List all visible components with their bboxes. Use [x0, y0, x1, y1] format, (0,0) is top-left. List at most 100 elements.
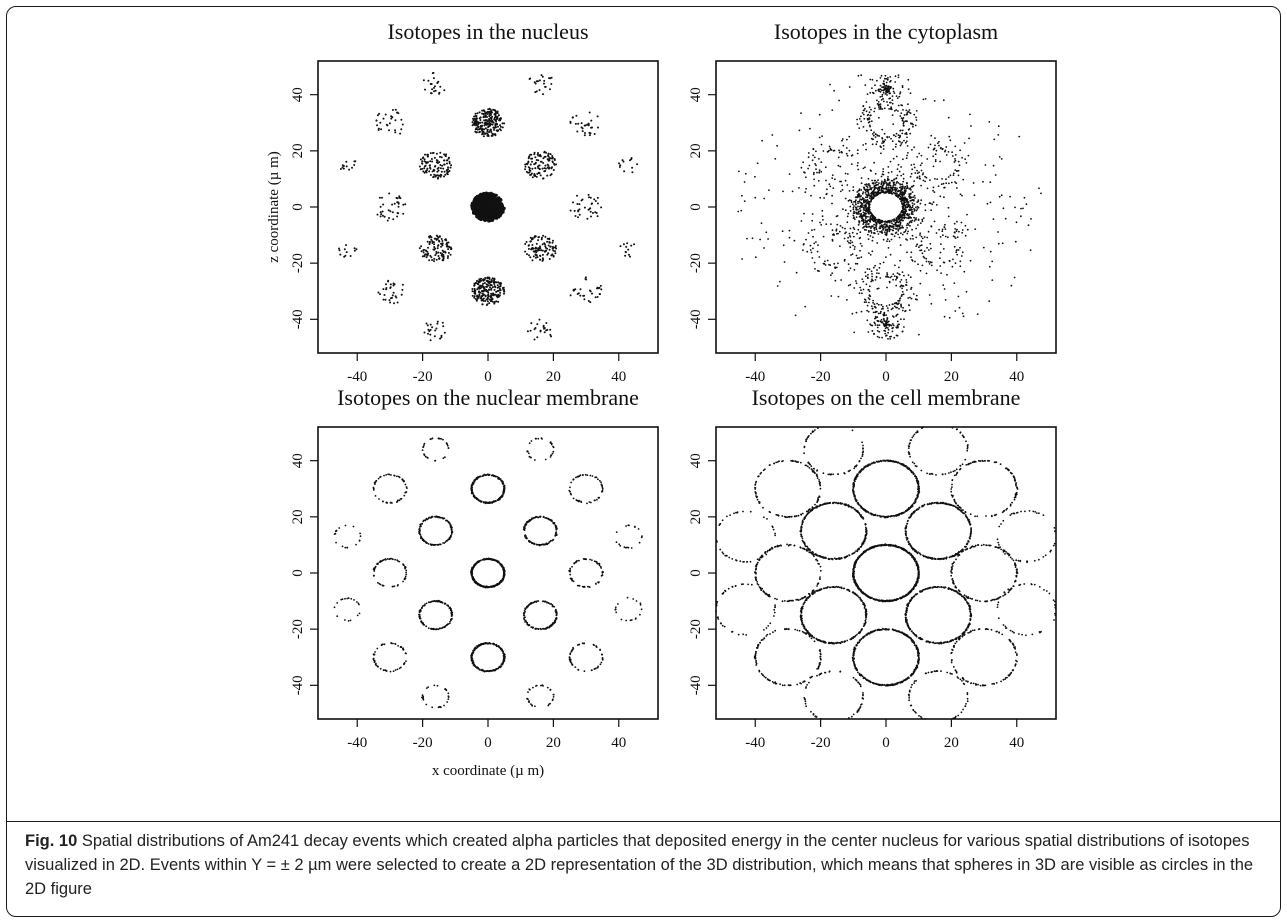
data-point [809, 244, 812, 247]
data-point [1030, 218, 1032, 220]
data-point [490, 194, 495, 198]
data-point [907, 103, 909, 106]
data-point [744, 172, 747, 175]
data-point [499, 129, 502, 132]
data-point [858, 292, 861, 295]
data-point [486, 296, 489, 299]
data-point [541, 253, 544, 256]
data-point [879, 145, 882, 148]
data-point [389, 301, 392, 304]
data-point [952, 172, 955, 175]
data-point [909, 132, 912, 135]
data-point [891, 140, 894, 143]
data-point [627, 248, 630, 251]
data-point [867, 215, 869, 218]
data-point [887, 228, 889, 231]
data-point [907, 88, 910, 90]
data-point [536, 336, 539, 339]
data-point [435, 258, 438, 261]
data-point [900, 104, 902, 106]
data-point [920, 169, 923, 172]
data-point [435, 152, 438, 155]
data-point [865, 210, 867, 213]
data-point [896, 272, 899, 274]
data-point [910, 256, 912, 258]
data-point [633, 243, 636, 246]
data-point [850, 163, 853, 166]
data-point [484, 558, 486, 561]
data-point [534, 174, 537, 177]
data-point [596, 286, 599, 289]
data-point [913, 220, 916, 222]
data-point [889, 335, 891, 338]
data-point [813, 242, 816, 245]
data-point [871, 330, 874, 332]
data-point [982, 246, 985, 249]
data-point [529, 163, 532, 166]
data-point [846, 173, 849, 175]
data-point [864, 142, 867, 145]
data-point [912, 196, 915, 199]
data-point [877, 287, 880, 290]
data-point [915, 217, 917, 219]
data-point [893, 302, 896, 305]
data-point [1014, 240, 1017, 243]
data-point [447, 251, 450, 254]
data-point [852, 244, 854, 247]
data-point [384, 113, 387, 116]
data-point [387, 279, 390, 282]
data-point [800, 112, 802, 114]
data-point [493, 643, 495, 646]
data-point [631, 166, 634, 169]
data-point [349, 255, 352, 257]
data-point [530, 172, 533, 175]
data-point [534, 91, 537, 94]
data-point [926, 158, 929, 160]
data-point [860, 189, 863, 191]
data-point [893, 275, 896, 277]
data-point [849, 236, 852, 238]
data-point [911, 234, 914, 237]
data-point [898, 194, 900, 197]
data-point [899, 227, 902, 229]
data-point [488, 276, 491, 279]
data-point [900, 143, 903, 145]
data-point [893, 220, 895, 223]
data-point [550, 157, 553, 160]
y-tick-label: -40 [290, 309, 306, 329]
data-point [341, 164, 344, 167]
data-point [496, 645, 498, 648]
data-point [1027, 224, 1030, 227]
data-point [853, 248, 856, 251]
data-point [395, 296, 398, 299]
data-point [499, 124, 502, 127]
data-point [484, 127, 487, 130]
data-point [481, 121, 484, 124]
data-point [475, 115, 478, 117]
x-tick-label: 40 [1009, 369, 1024, 385]
data-point [353, 249, 356, 252]
data-point [440, 174, 443, 177]
data-point [497, 114, 500, 117]
data-point [495, 118, 498, 121]
data-point [439, 151, 442, 154]
data-point [958, 164, 961, 167]
data-point [930, 302, 933, 305]
data-point [381, 196, 383, 199]
data-point [870, 192, 873, 195]
data-point [624, 250, 627, 253]
data-point [423, 160, 426, 163]
data-point [503, 573, 506, 575]
data-point [961, 312, 964, 315]
data-point [896, 334, 899, 337]
data-point [899, 244, 902, 247]
data-point [865, 101, 868, 103]
data-point [344, 254, 347, 257]
data-point [534, 235, 537, 238]
data-point [897, 104, 900, 107]
data-point [580, 199, 583, 202]
data-point [853, 201, 855, 203]
data-point [861, 218, 864, 221]
data-point [903, 274, 905, 277]
data-point [870, 200, 872, 203]
